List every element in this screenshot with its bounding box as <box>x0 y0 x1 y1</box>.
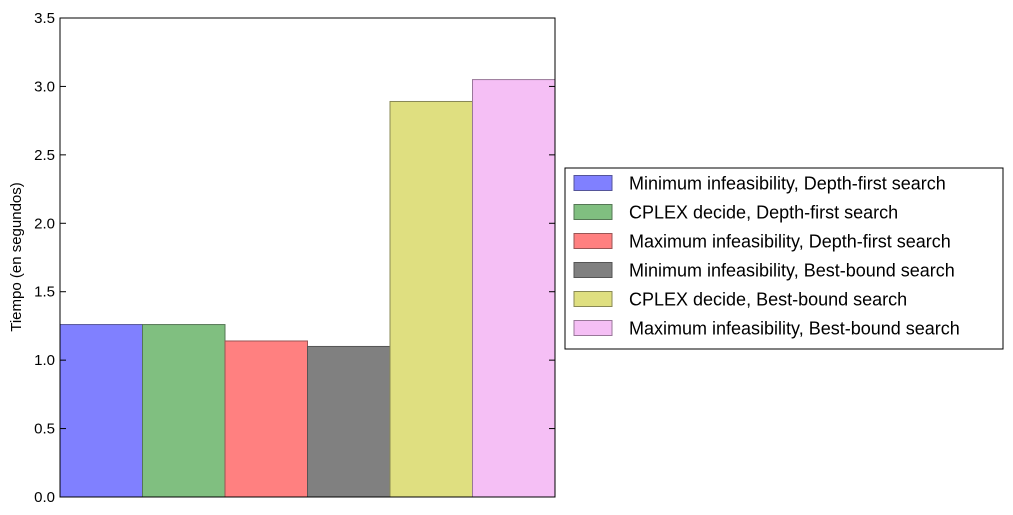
legend-label-6: Maximum infeasibility, Best-bound search <box>629 319 960 339</box>
legend-swatch-3 <box>573 233 613 249</box>
bar-2 <box>142 324 226 498</box>
bars-group <box>59 79 556 498</box>
y-tick-label-5: 2.5 <box>34 147 55 164</box>
legend: Minimum infeasibility, Depth-first searc… <box>564 167 1004 350</box>
legend-swatch-6 <box>573 320 613 336</box>
bar-6 <box>472 79 556 498</box>
legend-label-1: Minimum infeasibility, Depth-first searc… <box>629 174 946 194</box>
legend-label-3: Maximum infeasibility, Depth-first searc… <box>629 232 951 252</box>
y-axis-label: Tiempo (en segundos) <box>8 182 25 332</box>
y-tick-label-1: 0.5 <box>34 421 55 438</box>
y-tick-label-7: 3.5 <box>34 10 55 27</box>
bar-3 <box>224 340 308 498</box>
plot-frame <box>59 17 556 498</box>
legend-label-4: Minimum infeasibility, Best-bound search <box>629 261 955 281</box>
axes-group: 0.0 0.5 1.0 1.5 2.0 2.5 3.0 3.5 <box>34 10 556 506</box>
y-tick-label-6: 3.0 <box>34 78 55 95</box>
y-tick-label-4: 2.0 <box>34 215 55 232</box>
legend-swatch-4 <box>573 262 613 278</box>
legend-label-2: CPLEX decide, Depth-first search <box>629 203 898 223</box>
legend-swatch-2 <box>573 204 613 220</box>
legend-swatch-1 <box>573 175 613 191</box>
bar-5 <box>389 100 473 498</box>
legend-swatch-5 <box>573 291 613 307</box>
y-tick-label-2: 1.0 <box>34 352 55 369</box>
legend-frame <box>564 167 1004 350</box>
y-tick-label-0: 0.0 <box>34 489 55 506</box>
bar-1 <box>59 324 143 498</box>
bar-4 <box>307 345 391 498</box>
legend-label-5: CPLEX decide, Best-bound search <box>629 290 907 310</box>
y-tick-label-3: 1.5 <box>34 284 55 301</box>
